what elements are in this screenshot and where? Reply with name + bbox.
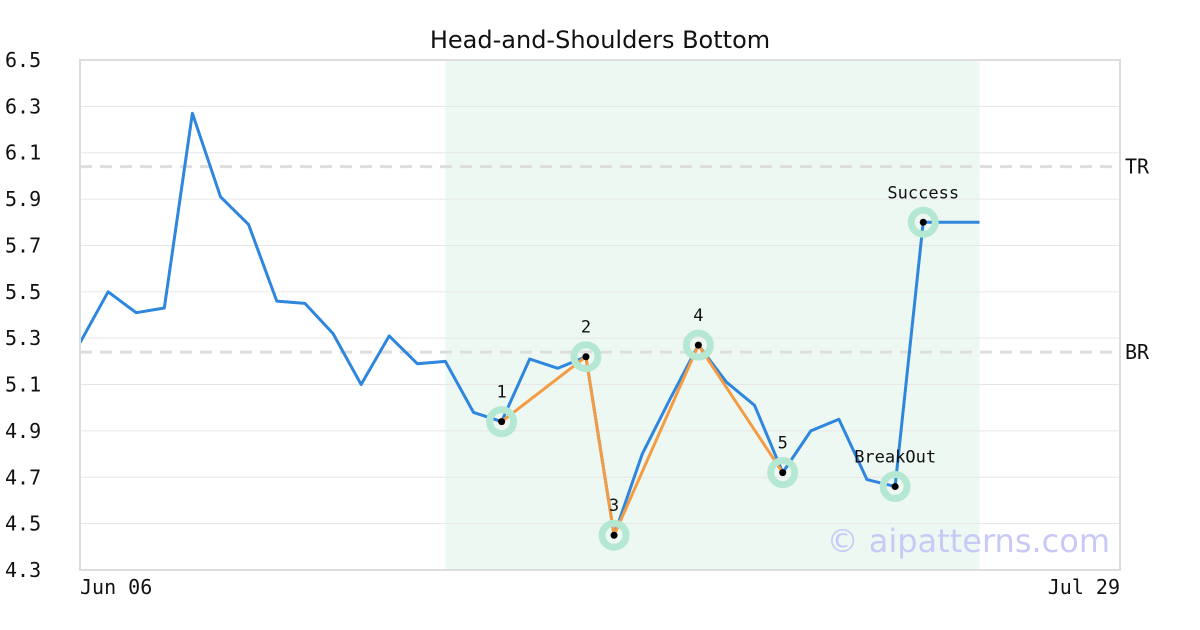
pattern-point-label: 3: [609, 496, 619, 516]
y-tick-label: 5.9: [5, 187, 41, 211]
pattern-point-label: BreakOut: [854, 448, 936, 468]
chart-title: Head-and-Shoulders Bottom: [430, 26, 770, 54]
y-tick-label: 4.5: [5, 512, 41, 536]
pattern-point-halo: [879, 471, 911, 503]
y-tick-label: 5.3: [5, 326, 41, 350]
threshold-label: TR: [1125, 155, 1150, 179]
pattern-point-halo: [682, 329, 714, 361]
y-tick-label: 6.3: [5, 94, 41, 118]
pattern-point-halo: [486, 406, 518, 438]
pattern-point: [694, 341, 702, 349]
threshold-label: BR: [1125, 340, 1150, 364]
threshold-lines-layer: TR BR: [80, 155, 1150, 364]
pattern-point-halo: [570, 341, 602, 373]
pattern-point-halo: [907, 206, 939, 238]
y-tick-label: 5.5: [5, 280, 41, 304]
pattern-points-layer: 1 2 3 4 5 BreakOut Success: [486, 183, 959, 551]
pattern-point: [498, 418, 506, 426]
pattern-point-halo: [598, 519, 630, 551]
pattern-point-halo: [767, 457, 799, 489]
pattern-region-layer: [445, 60, 980, 570]
pattern-point-label: 1: [496, 383, 506, 403]
x-axis-ticks: Jun 06 Jul 29: [80, 575, 1120, 599]
y-tick-label: 6.1: [5, 141, 41, 165]
x-tick-label: Jul 29: [1048, 575, 1120, 599]
y-tick-label: 4.7: [5, 465, 41, 489]
y-tick-label: 6.5: [5, 48, 41, 72]
pattern-point: [582, 353, 590, 361]
plot-frame: [79, 59, 1121, 571]
price-line: [78, 111, 980, 537]
pattern-region: [445, 60, 980, 570]
pattern-point: [610, 531, 618, 539]
pattern-point: [891, 483, 899, 491]
pattern-point-label: 2: [581, 318, 591, 338]
y-tick-label: 4.9: [5, 419, 41, 443]
pattern-point-label: Success: [887, 183, 959, 203]
grid-layer: [80, 59, 1120, 571]
pattern-point-label: 4: [693, 306, 703, 326]
y-axis-ticks: 6.5 6.3 6.1 5.9 5.7 5.5 5.3 5.1 4.9 4.7 4.5 4.3: [5, 48, 41, 582]
series-layer: [78, 111, 980, 537]
y-tick-label: 4.3: [5, 558, 41, 582]
y-tick-label: 5.1: [5, 373, 41, 397]
pattern-point-label: 5: [778, 434, 788, 454]
watermark: © aipatterns.com: [827, 522, 1110, 560]
pattern-point: [779, 469, 787, 477]
pattern-point: [919, 218, 927, 226]
x-tick-label: Jun 06: [80, 575, 152, 599]
y-tick-label: 5.7: [5, 233, 41, 257]
